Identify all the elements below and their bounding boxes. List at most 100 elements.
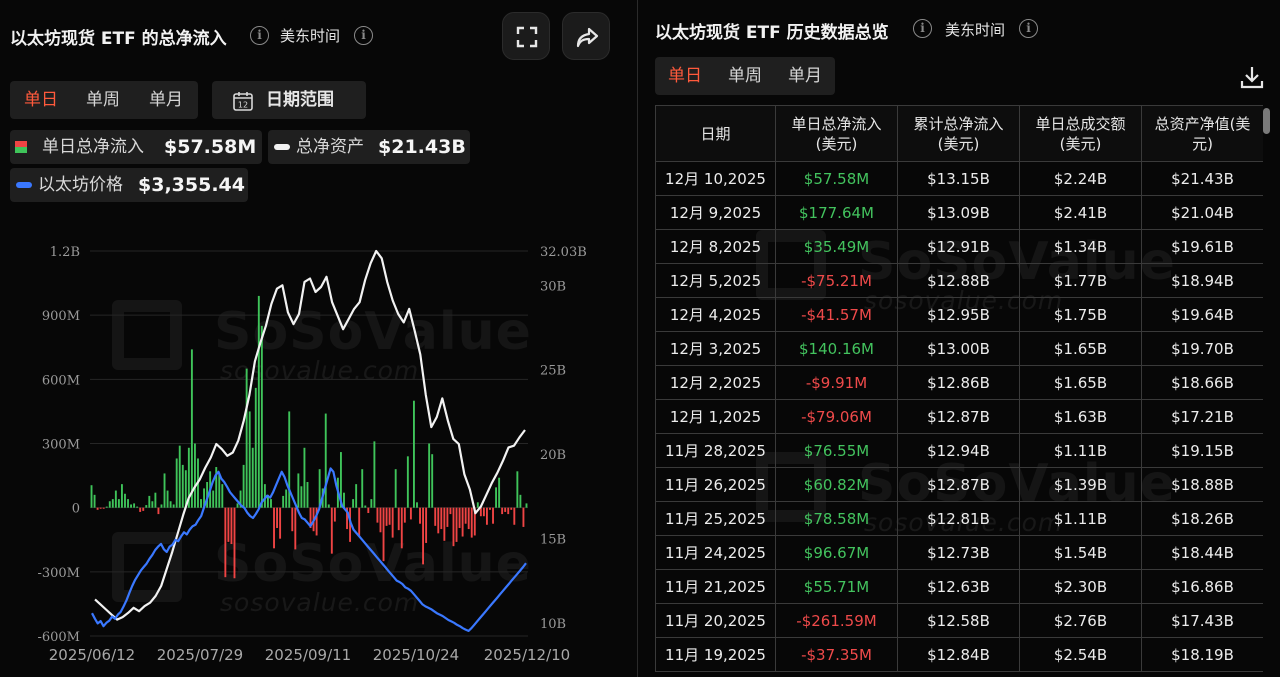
inflow-bar — [452, 507, 455, 547]
col-header-net-assets[interactable]: 总资产净值(美元) — [1141, 105, 1263, 162]
table-row[interactable]: 12月 8,2025 $35.49M $12.91B $1.34B $19.61B — [655, 229, 1263, 264]
table-row[interactable]: 12月 4,2025 -$41.57M $12.95B $1.75B $19.64B — [655, 297, 1263, 332]
download-icon[interactable] — [1239, 64, 1265, 90]
legend-eth-price[interactable]: 以太坊价格 $3,355.44 — [10, 168, 248, 202]
inflow-bar — [473, 507, 476, 536]
legend-net-assets[interactable]: 总净资产 $21.43B — [268, 130, 470, 164]
tab-daily[interactable]: 单日 — [668, 66, 702, 86]
cell-cumulative-inflow: $12.87B — [897, 399, 1020, 434]
inflow-bar — [102, 507, 105, 509]
inflow-bar — [358, 507, 361, 537]
legend-net-assets-value: $21.43B — [378, 136, 466, 158]
inflow-bar — [279, 507, 282, 539]
cell-cumulative-inflow: $12.84B — [897, 637, 1020, 672]
cell-daily-net-inflow: -$9.91M — [775, 365, 898, 400]
info-icon[interactable]: i — [913, 19, 932, 38]
inflow-bar — [127, 499, 129, 508]
cell-daily-net-inflow: $78.58M — [775, 501, 898, 536]
inflow-bar — [142, 507, 145, 511]
col-header-date[interactable]: 日期 — [655, 105, 776, 162]
table-row[interactable]: 12月 1,2025 -$79.06M $12.87B $1.63B $17.21B — [655, 399, 1263, 434]
inflow-bar — [309, 507, 312, 528]
tab-weekly[interactable]: 单周 — [728, 66, 762, 86]
tab-monthly[interactable]: 单月 — [149, 90, 183, 110]
inflow-bar — [400, 507, 403, 549]
inflow-bar — [303, 447, 306, 508]
inflow-bar — [154, 492, 157, 508]
table-row[interactable]: 11月 20,2025 -$261.59M $12.58B $2.76B $17.43B — [655, 603, 1263, 638]
inflow-bar — [385, 507, 388, 526]
col-header-cumulative-inflow[interactable]: 累计总净流入(美元) — [897, 105, 1020, 162]
fullscreen-button[interactable] — [502, 12, 550, 60]
table-row[interactable]: 11月 26,2025 $60.82M $12.87B $1.39B $18.88B — [655, 467, 1263, 502]
inflow-bar — [245, 368, 248, 508]
table-row[interactable]: 11月 28,2025 $76.55M $12.94B $1.11B $19.15B — [655, 433, 1263, 468]
inflow-bar — [382, 507, 385, 562]
cell-daily-net-inflow: $60.82M — [775, 467, 898, 502]
inflow-bar — [157, 507, 160, 515]
table-scrollbar[interactable] — [1263, 108, 1270, 134]
cell-daily-volume: $1.34B — [1019, 229, 1142, 264]
tab-monthly[interactable]: 单月 — [788, 66, 822, 86]
table-row[interactable]: 11月 24,2025 $96.67M $12.73B $1.54B $18.44B — [655, 535, 1263, 570]
table-row[interactable]: 11月 19,2025 -$37.35M $12.84B $2.54B $18.19B — [655, 637, 1263, 672]
col-header-daily-volume[interactable]: 单日总成交额(美元) — [1019, 105, 1142, 162]
table-row[interactable]: 11月 25,2025 $78.58M $12.81B $1.11B $18.26B — [655, 501, 1263, 536]
inflow-bar — [124, 493, 126, 508]
table-row[interactable]: 12月 9,2025 $177.64M $13.09B $2.41B $21.04B — [655, 195, 1263, 230]
inflow-bar — [388, 507, 391, 525]
eth-price-line — [91, 467, 527, 632]
inflow-bar — [187, 447, 190, 508]
cell-daily-volume: $1.11B — [1019, 501, 1142, 536]
tab-daily[interactable]: 单日 — [24, 90, 58, 110]
inflow-bar — [330, 507, 333, 554]
cell-date: 12月 9,2025 — [655, 195, 776, 230]
date-range-button[interactable]: 12 日期范围 — [212, 81, 366, 119]
inflow-bar — [409, 507, 412, 520]
fullscreen-icon — [516, 26, 538, 48]
table-row[interactable]: 11月 21,2025 $55.71M $12.63B $2.30B $16.86B — [655, 569, 1263, 604]
info-icon[interactable]: i — [250, 26, 269, 45]
inflow-bar — [391, 507, 394, 538]
cell-net-assets: $21.43B — [1141, 161, 1263, 196]
table-row[interactable]: 12月 10,2025 $57.58M $13.15B $2.24B $21.43B — [655, 161, 1263, 196]
table-row[interactable]: 12月 5,2025 -$75.21M $12.88B $1.77B $18.94B — [655, 263, 1263, 298]
timezone-label: 美东时间 — [945, 21, 1006, 39]
share-button[interactable] — [562, 12, 610, 60]
cell-net-assets: $18.88B — [1141, 467, 1263, 502]
inflow-bar — [519, 494, 522, 508]
cell-net-assets: $18.19B — [1141, 637, 1263, 672]
inflow-swatch-icon — [15, 141, 27, 153]
inflow-bar — [492, 507, 494, 524]
inflow-bar — [397, 507, 400, 531]
timezone-info-icon[interactable]: i — [354, 26, 373, 45]
inflow-bar — [327, 504, 330, 508]
inflow-bar — [355, 484, 358, 508]
inflow-bar — [525, 503, 528, 508]
inflow-bar — [470, 507, 473, 538]
cell-date: 11月 24,2025 — [655, 535, 776, 570]
inflow-bar — [270, 499, 272, 508]
inflow-bar — [273, 507, 275, 549]
cell-cumulative-inflow: $12.81B — [897, 501, 1020, 536]
inflow-bar — [507, 507, 510, 515]
table-row[interactable]: 12月 3,2025 $140.16M $13.00B $1.65B $19.70B — [655, 331, 1263, 366]
legend-net-inflow[interactable]: 单日总净流入 $57.58M — [10, 130, 262, 164]
inflow-bar — [90, 485, 93, 508]
table-row[interactable]: 12月 2,2025 -$9.91M $12.86B $1.65B $18.66B — [655, 365, 1263, 400]
y-right-tick-label: 32.03B — [540, 245, 587, 260]
timezone-info-icon[interactable]: i — [1019, 19, 1038, 38]
cell-daily-volume: $2.54B — [1019, 637, 1142, 672]
inflow-chart[interactable]: 1.2B 900M 600M 300M 0 -300M -600M 32.03B 30B 25B 2… — [0, 230, 637, 677]
col-header-daily-net-inflow[interactable]: 单日总净流入(美元) — [775, 105, 898, 162]
inflow-bar — [166, 490, 169, 508]
inflow-bar — [300, 486, 303, 508]
cell-date: 12月 4,2025 — [655, 297, 776, 332]
cell-daily-net-inflow: $35.49M — [775, 229, 898, 264]
cell-daily-volume: $2.76B — [1019, 603, 1142, 638]
cell-net-assets: $21.04B — [1141, 195, 1263, 230]
inflow-bar — [324, 413, 327, 508]
tab-weekly[interactable]: 单周 — [86, 90, 120, 110]
cell-cumulative-inflow: $12.63B — [897, 569, 1020, 604]
inflow-bar — [251, 447, 254, 508]
